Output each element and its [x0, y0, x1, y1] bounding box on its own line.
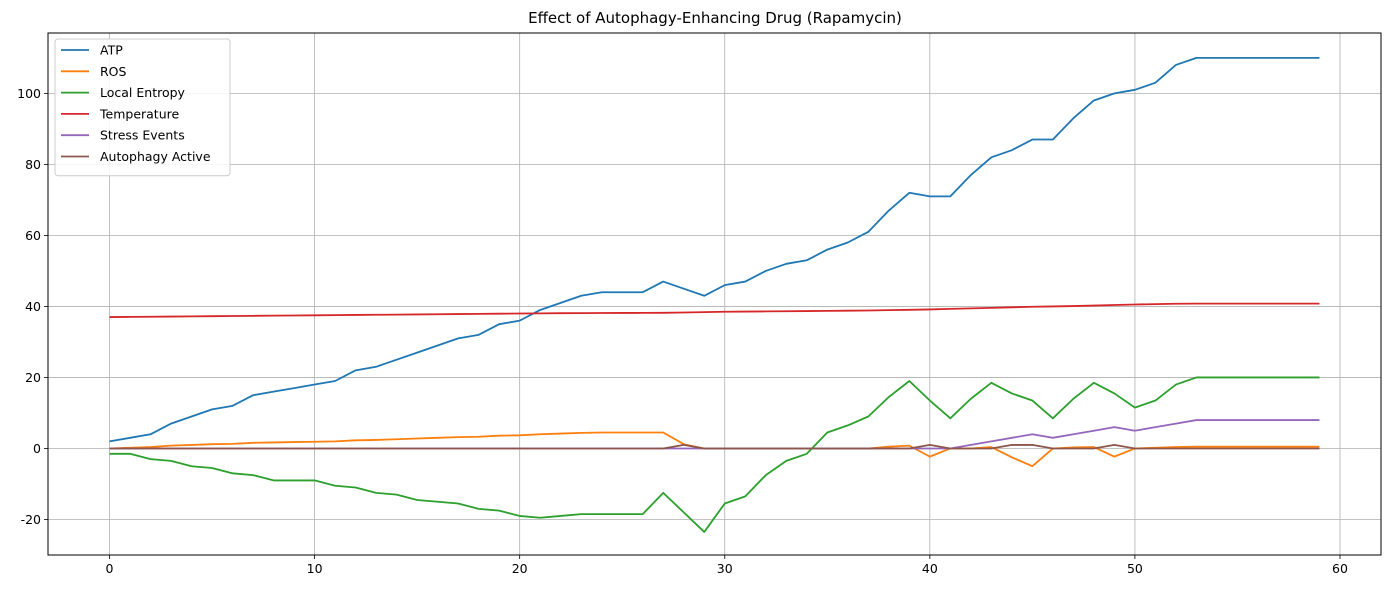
- series-line-temperature: [110, 304, 1320, 317]
- y-tick-label: 20: [25, 370, 41, 385]
- series-line-autophagy-active: [110, 445, 1320, 449]
- y-tick-label: 60: [25, 228, 41, 243]
- x-tick-label: 30: [717, 561, 733, 576]
- x-tick-label: 60: [1332, 561, 1348, 576]
- legend-label-autophagy-active: Autophagy Active: [100, 149, 211, 164]
- x-tick-label: 40: [922, 561, 938, 576]
- x-tick-label: 20: [512, 561, 528, 576]
- plot-frame: [48, 33, 1381, 555]
- legend-label-atp: ATP: [100, 43, 123, 58]
- y-tick-label: 0: [33, 441, 41, 456]
- x-tick-label: 10: [307, 561, 323, 576]
- series-line-local-entropy: [110, 377, 1320, 531]
- series-line-stress-events: [110, 420, 1320, 448]
- legend-label-ros: ROS: [100, 64, 127, 79]
- legend-label-local-entropy: Local Entropy: [100, 85, 186, 100]
- x-tick-label: 50: [1127, 561, 1143, 576]
- legend-label-stress-events: Stress Events: [100, 128, 185, 143]
- chart-title: Effect of Autophagy-Enhancing Drug (Rapa…: [528, 9, 902, 27]
- grid: [48, 33, 1381, 555]
- series-lines: [110, 58, 1320, 532]
- legend: ATP ROS Local Entropy Temperature Stress Eve…: [55, 39, 230, 176]
- y-tick-label: 40: [25, 299, 41, 314]
- y-tick-label: 80: [25, 157, 41, 172]
- series-line-atp: [110, 58, 1320, 442]
- y-tick-label: -20: [21, 512, 41, 527]
- y-tick-label: 100: [17, 86, 41, 101]
- legend-label-temperature: Temperature: [99, 106, 179, 121]
- x-tick-label: 0: [106, 561, 114, 576]
